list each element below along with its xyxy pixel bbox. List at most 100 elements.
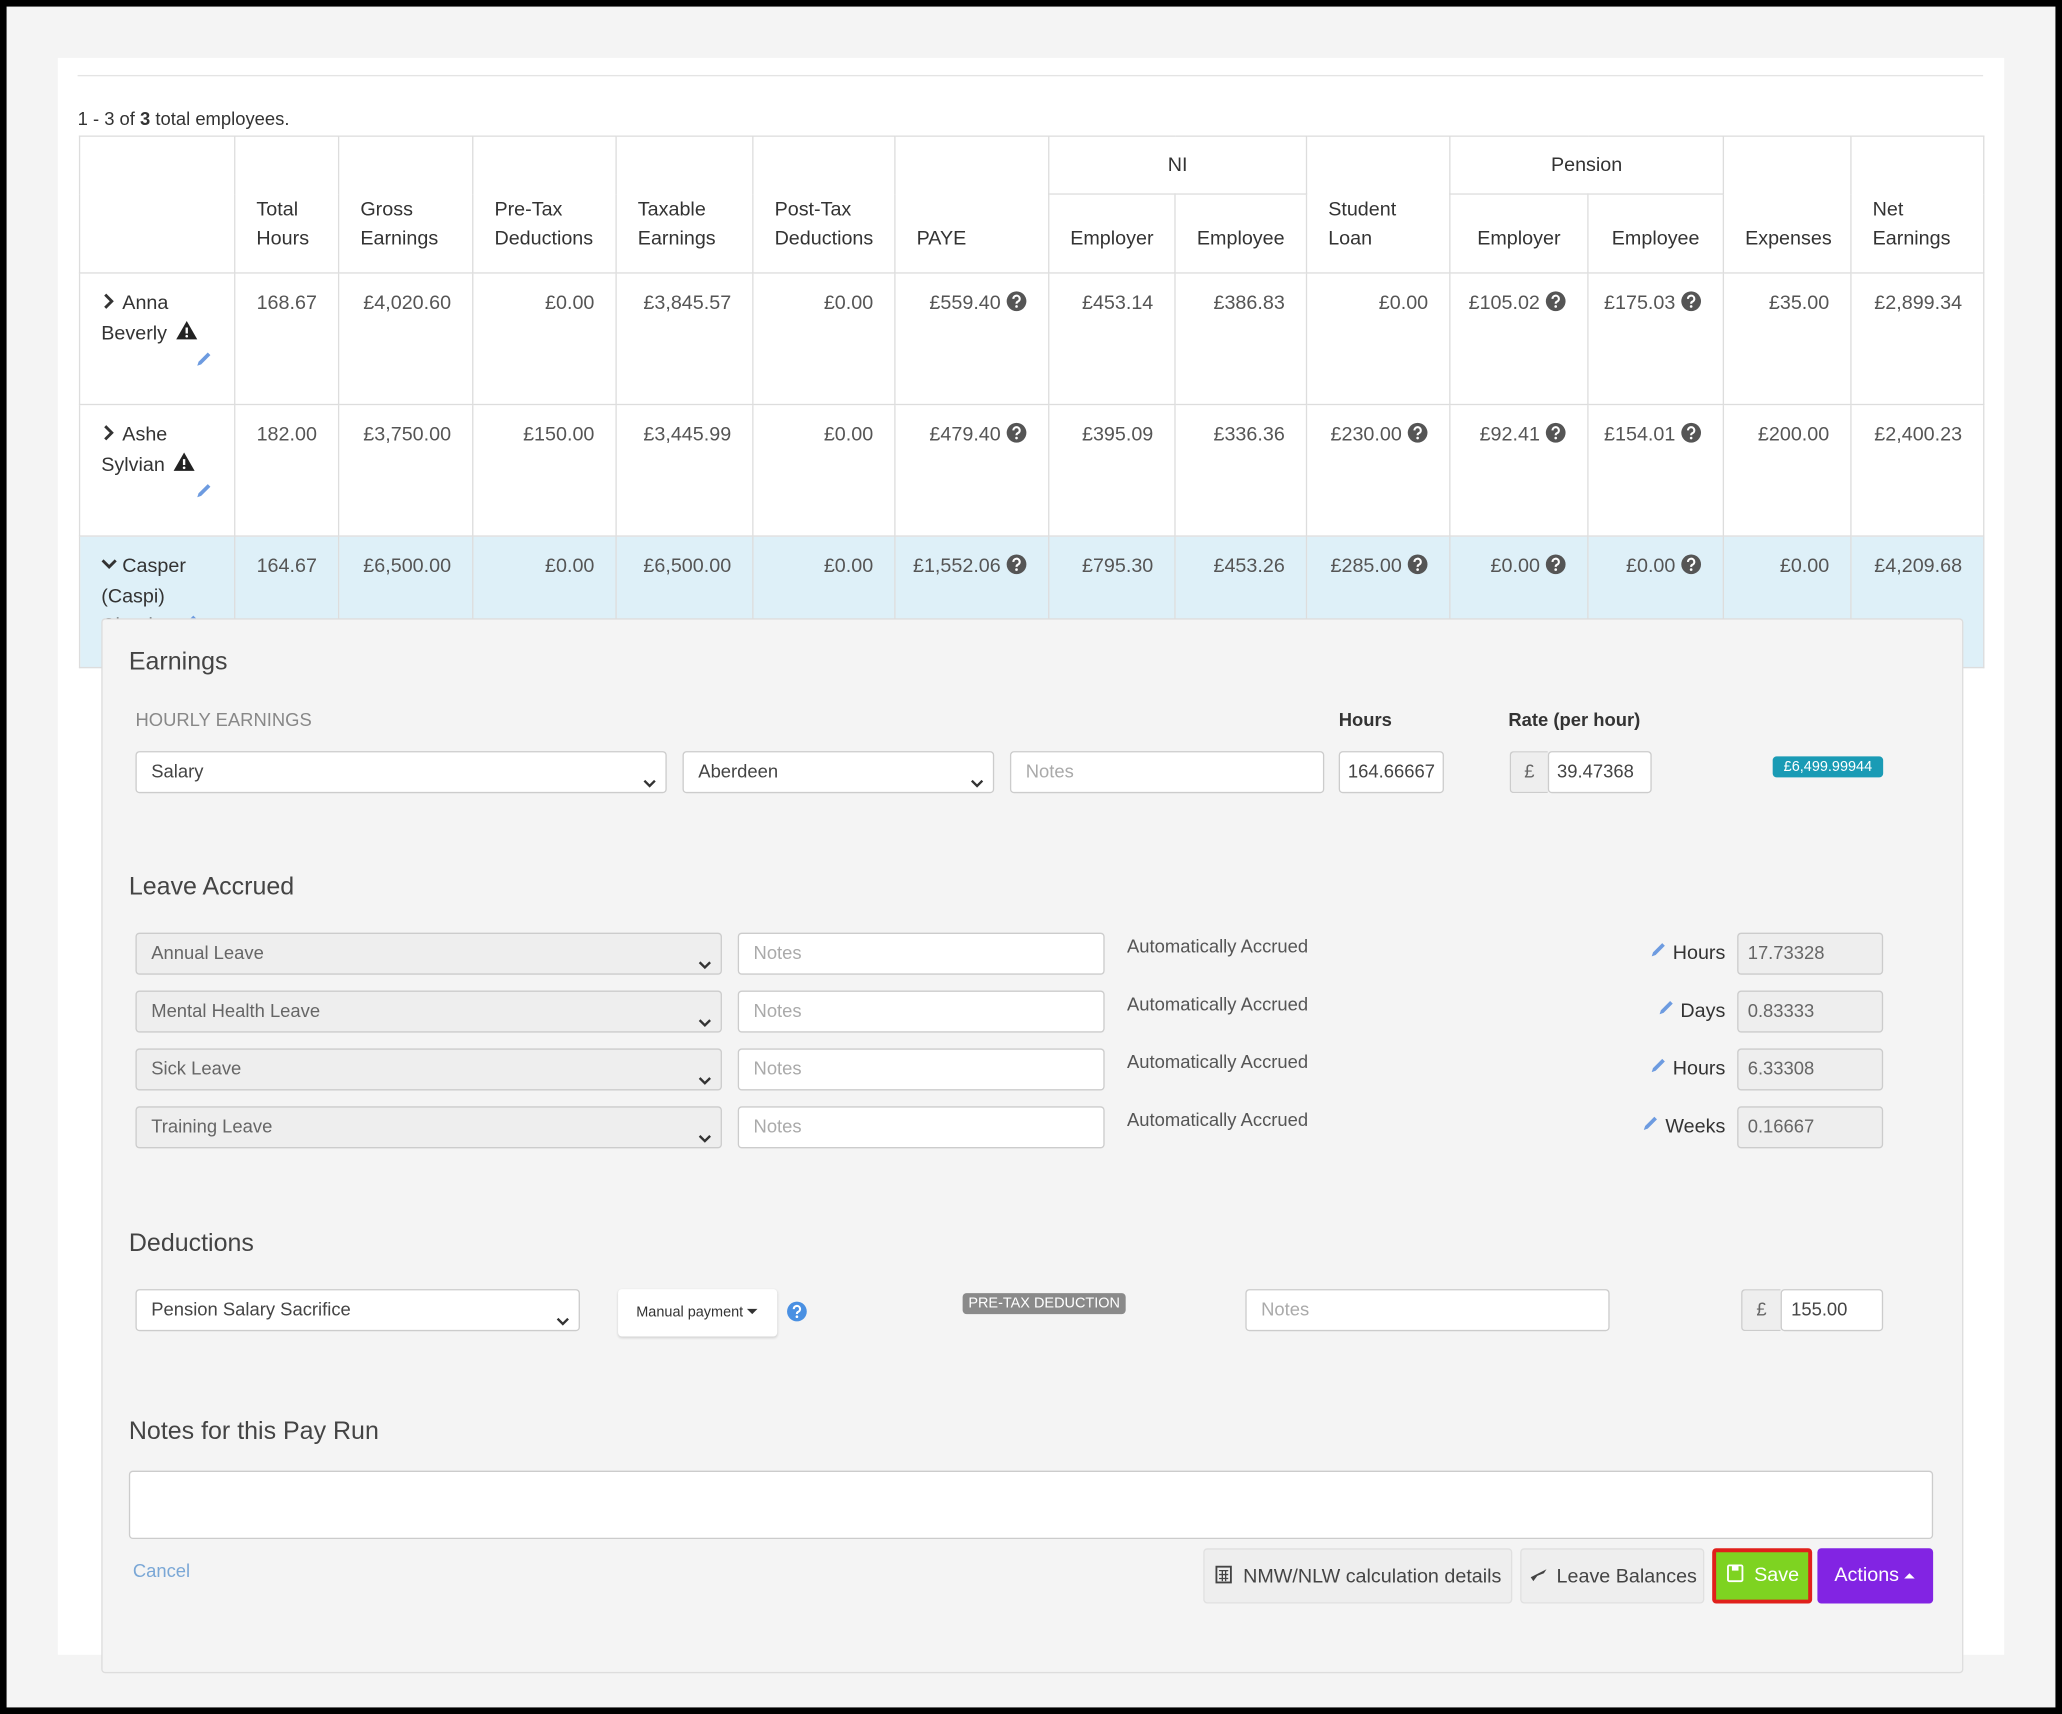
table-header: Total Hours Gross Earnings Pre-Tax Deducti…: [78, 135, 1985, 274]
value-cell: £4,020.60: [337, 272, 474, 406]
value-cell: £795.30: [1048, 535, 1176, 669]
cell-value: £154.01: [1604, 423, 1676, 446]
edit-icon: [1649, 1056, 1667, 1080]
notes-input[interactable]: Notes: [737, 990, 1105, 1033]
section-title: Notes for this Pay Run: [128, 1418, 379, 1446]
column-header: PAYE: [894, 135, 1050, 274]
leave-balances-button-icon: [1528, 1551, 1549, 1606]
edit-icon: [1649, 941, 1667, 965]
value-cell: £0.00: [1305, 272, 1451, 406]
actions-button[interactable]: Actions: [1817, 1548, 1934, 1604]
cell-value: £395.09: [1081, 423, 1154, 446]
nmw-button-label: NMW/NLW calculation details: [1243, 1565, 1502, 1588]
notes-input[interactable]: Notes: [737, 1048, 1105, 1091]
value-cell: £3,445.99: [615, 403, 754, 537]
value-cell: £2,400.23: [1850, 403, 1985, 537]
summary-prefix: 1 - 3 of: [77, 107, 135, 129]
select-arrow-glyph: [698, 1135, 711, 1143]
group-header: Pension: [1449, 135, 1725, 195]
deduction-type-select[interactable]: Pension Salary Sacrifice: [135, 1289, 580, 1332]
caret: [746, 1289, 759, 1336]
value-cell: £230.00: [1305, 403, 1451, 537]
column-header: Total Hours: [234, 135, 340, 274]
edit-icon: [195, 481, 213, 506]
employee-row[interactable]: Ashe Sylvian 182.00 £3,750.00 £150.00 £3,445…: [78, 403, 1985, 537]
location-select[interactable]: Aberdeen: [682, 751, 995, 794]
warning-icon-glyph: [174, 452, 196, 471]
total-badge: £6,499.99944: [1772, 756, 1884, 778]
value-cell: £2,899.34: [1850, 272, 1985, 406]
name-cell: Ashe Sylvian: [78, 403, 236, 537]
cell-value: £453.14: [1081, 292, 1154, 315]
value-cell: £336.36: [1174, 403, 1308, 537]
cell-value: £0.00: [823, 555, 874, 578]
warning-icon: [175, 320, 199, 350]
save-button[interactable]: Save: [1712, 1548, 1813, 1604]
cell-value: £1,552.06: [912, 555, 1001, 578]
help-icon: [1545, 291, 1566, 321]
cell-value: £92.41: [1479, 423, 1540, 446]
cell-value: £479.40: [929, 423, 1001, 446]
cell-value: £386.83: [1213, 292, 1285, 315]
cell-value: £2,899.34: [1874, 292, 1963, 315]
nmw-button[interactable]: NMW/NLW calculation details: [1203, 1548, 1513, 1606]
notes-input[interactable]: Notes: [737, 932, 1105, 975]
nmw-button-icon-glyph: [1215, 1565, 1233, 1584]
select-arrow-glyph: [698, 1077, 711, 1085]
cell-value: £0.00: [1779, 555, 1830, 578]
hours-input[interactable]: 164.66667: [1338, 751, 1444, 794]
header-row: Employer Employee Employer Employee: [80, 193, 1984, 274]
help-icon: [1006, 554, 1027, 584]
notes-input[interactable]: Notes: [1245, 1289, 1610, 1332]
leave-balances-button-label: Leave Balances: [1556, 1565, 1697, 1588]
leave-value-input[interactable]: 0.83333: [1737, 990, 1884, 1033]
rate-input[interactable]: 39.47368: [1547, 751, 1652, 794]
employee-row[interactable]: Anna Beverly 168.67 £4,020.60 £0.00 £3,845.5…: [78, 272, 1985, 406]
value-cell: £395.09: [1048, 403, 1176, 537]
deduction-badge: PRE-TAX DEDUCTION: [962, 1293, 1126, 1315]
unit-label: Hours: [1672, 941, 1726, 965]
value-cell: £386.83: [1174, 272, 1308, 406]
leave-value-input[interactable]: 6.33308: [1737, 1048, 1884, 1091]
section-title: Earnings: [128, 648, 228, 677]
summary: 1 - 3 of 3 total employees.: [78, 108, 290, 129]
nmw-button-icon: [1214, 1551, 1235, 1606]
divider: [77, 74, 1984, 77]
cell-value: £6,500.00: [643, 555, 732, 578]
amount-input[interactable]: 155.00: [1780, 1289, 1884, 1332]
help-icon-glyph: [1545, 554, 1566, 575]
leave-balances-button[interactable]: Leave Balances: [1520, 1548, 1705, 1606]
leave-type-select[interactable]: Annual Leave: [135, 932, 722, 975]
leave-type-select[interactable]: Training Leave: [135, 1106, 722, 1149]
payment-method-button[interactable]: Manual payment: [618, 1289, 778, 1337]
leave-value-input[interactable]: 17.73328: [1737, 932, 1884, 975]
value-cell: £200.00: [1722, 403, 1852, 537]
cell-value: £230.00: [1330, 423, 1402, 446]
column-header: Student Loan: [1305, 135, 1451, 274]
notes-input[interactable]: Notes: [1009, 751, 1325, 794]
unit-label: Days: [1680, 999, 1726, 1023]
cell-value: £35.00: [1768, 292, 1830, 315]
select-arrow: [969, 766, 985, 792]
leave-type-select[interactable]: Mental Health Leave: [135, 990, 722, 1033]
leave-value-input[interactable]: 0.16667: [1737, 1106, 1884, 1149]
help-icon: [1407, 422, 1428, 452]
help-icon: [1407, 554, 1428, 584]
value-cell: £453.14: [1048, 272, 1176, 406]
cell-value: £0.00: [545, 292, 595, 315]
value-cell: £150.00: [472, 403, 617, 537]
notes-textarea[interactable]: [128, 1470, 1934, 1540]
notes-input[interactable]: Notes: [737, 1106, 1105, 1149]
value-cell: £3,750.00: [337, 403, 474, 537]
cancel-link[interactable]: Cancel: [132, 1560, 191, 1582]
edit-row: [101, 350, 213, 375]
cell-value: £200.00: [1757, 423, 1830, 446]
earning-type-select[interactable]: Salary: [135, 751, 667, 794]
value-cell: £105.02: [1449, 272, 1589, 406]
cell-value: £175.03: [1604, 292, 1676, 315]
value-cell: £0.00: [752, 403, 896, 537]
column-header: Expenses: [1722, 135, 1852, 274]
leave-type-select[interactable]: Sick Leave: [135, 1048, 722, 1091]
leave-unit: Days: [1657, 998, 1726, 1023]
